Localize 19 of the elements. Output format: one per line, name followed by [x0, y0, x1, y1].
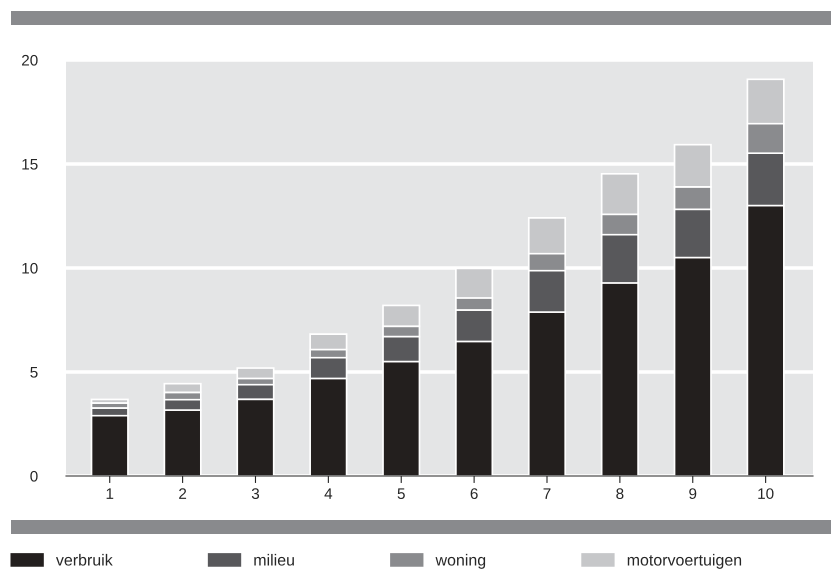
y-tick-label: 10 [22, 262, 38, 274]
y-tick-label: 15 [22, 159, 38, 170]
x-tick-label: 6 [470, 488, 478, 500]
x-tick-label: 3 [252, 488, 260, 500]
x-tick-label: 2 [179, 488, 186, 499]
legend-label: milieu [254, 554, 294, 566]
x-tick-label: 4 [324, 488, 332, 499]
y-tick-label: 5 [30, 367, 38, 378]
legend-label: woning [436, 554, 486, 569]
y-tick-label: 0 [30, 470, 38, 482]
x-tick-label: 1 [106, 488, 114, 499]
x-tick-label: 5 [398, 488, 405, 500]
y-tick-label: 20 [22, 54, 38, 66]
x-tick-label: 9 [689, 488, 696, 500]
x-tick-label: 8 [616, 488, 624, 500]
x-tick-label: 7 [544, 488, 550, 499]
legend-label: motorvoertuigen [628, 554, 742, 569]
x-tick-label: 10 [758, 488, 774, 500]
legend-label: verbruik [56, 554, 113, 566]
